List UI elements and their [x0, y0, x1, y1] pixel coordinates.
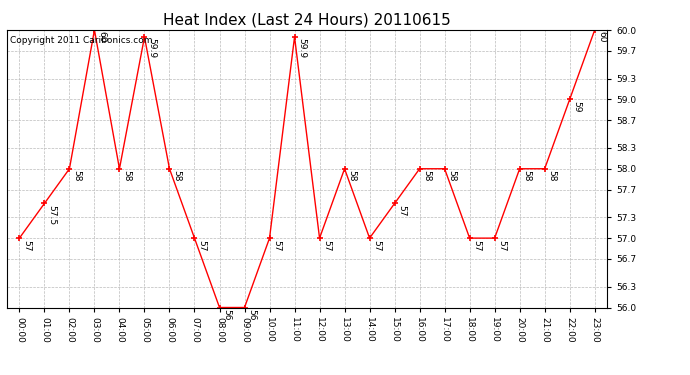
Text: 59: 59 [573, 101, 582, 112]
Text: 58: 58 [347, 170, 356, 182]
Text: 57.5: 57.5 [47, 205, 56, 225]
Text: 57: 57 [373, 240, 382, 251]
Text: Copyright 2011 Caribonics.com: Copyright 2011 Caribonics.com [10, 36, 152, 45]
Text: 60: 60 [97, 32, 106, 43]
Text: 58: 58 [447, 170, 456, 182]
Text: 58: 58 [172, 170, 181, 182]
Text: 60: 60 [598, 32, 607, 43]
Text: 57: 57 [22, 240, 31, 251]
Text: 57: 57 [473, 240, 482, 251]
Text: 57: 57 [397, 205, 406, 216]
Text: 58: 58 [547, 170, 556, 182]
Text: 58: 58 [72, 170, 81, 182]
Text: 56: 56 [247, 309, 256, 320]
Text: 59.9: 59.9 [147, 38, 156, 58]
Text: 58: 58 [422, 170, 431, 182]
Text: 58: 58 [122, 170, 131, 182]
Text: 57: 57 [497, 240, 506, 251]
Text: 57: 57 [197, 240, 206, 251]
Text: 59.9: 59.9 [297, 38, 306, 58]
Text: 58: 58 [522, 170, 531, 182]
Text: 57: 57 [322, 240, 331, 251]
Title: Heat Index (Last 24 Hours) 20110615: Heat Index (Last 24 Hours) 20110615 [163, 12, 451, 27]
Text: 57: 57 [273, 240, 282, 251]
Text: 56: 56 [222, 309, 231, 320]
